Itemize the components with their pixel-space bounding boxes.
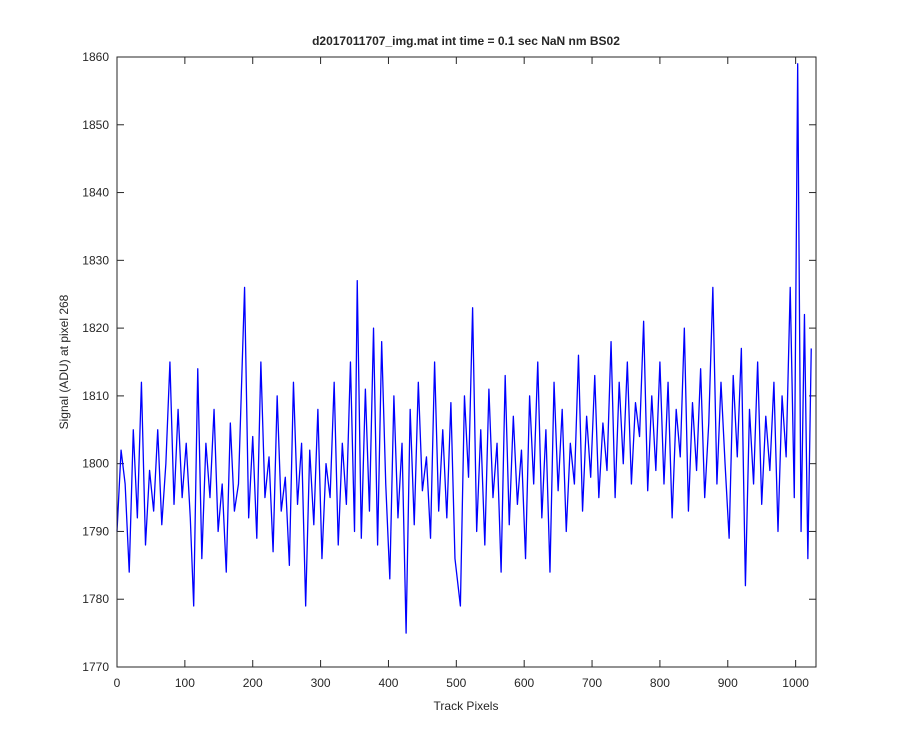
y-tick-label: 1830 (82, 253, 109, 267)
x-tick-label: 700 (582, 676, 602, 690)
axes-box (116, 56, 817, 668)
x-tick-label: 900 (718, 676, 738, 690)
data-line (116, 63, 812, 634)
y-tick-label: 1780 (82, 592, 109, 606)
y-tick-label: 1810 (82, 389, 109, 403)
x-tick-label: 0 (114, 676, 121, 690)
y-tick-label: 1850 (82, 118, 109, 132)
y-tick-label: 1820 (82, 321, 109, 335)
x-tick-label: 1000 (782, 676, 809, 690)
x-tick-label: 400 (378, 676, 398, 690)
y-tick-label: 1840 (82, 186, 109, 200)
x-tick-label: 800 (650, 676, 670, 690)
x-axis-label: Track Pixels (434, 699, 499, 713)
chart-title: d2017011707_img.mat int time = 0.1 sec N… (312, 34, 620, 48)
y-tick-label: 1800 (82, 457, 109, 471)
x-tick-label: 300 (311, 676, 331, 690)
x-tick-label: 600 (514, 676, 534, 690)
y-tick-label: 1860 (82, 50, 109, 64)
y-tick-label: 1770 (82, 660, 109, 674)
y-axis-label: Signal (ADU) at pixel 268 (57, 294, 71, 429)
plot-area (117, 57, 816, 667)
x-tick-label: 500 (446, 676, 466, 690)
x-tick-label: 200 (243, 676, 263, 690)
x-tick-label: 100 (175, 676, 195, 690)
y-tick-label: 1790 (82, 524, 109, 538)
